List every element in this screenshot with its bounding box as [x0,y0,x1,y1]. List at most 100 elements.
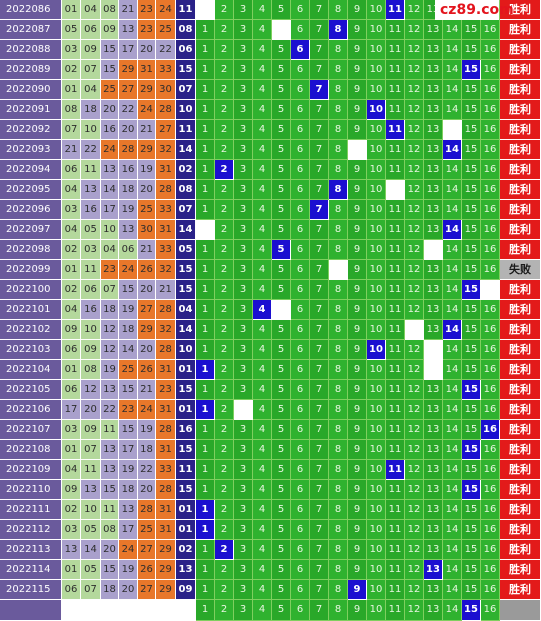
red-ball-number: 08 [101,0,119,20]
red-ball-number: 19 [101,360,119,380]
trend-cell: 1 [196,540,215,560]
trend-cell: 11 [386,580,405,600]
trend-cell: 10 [367,360,386,380]
red-ball-number: 10 [81,120,101,140]
trend-cell: 12 [405,580,424,600]
blue-ball-number: 09 [176,580,196,600]
trend-cell: 9 [348,20,367,40]
red-ball-number: 12 [81,380,101,400]
trend-cell: 12 [405,40,424,60]
red-ball-number: 27 [138,580,156,600]
trend-cell: 15 [462,240,481,260]
red-ball-number: 29 [138,140,156,160]
trend-cell: 9 [348,340,367,360]
trend-cell: 2 [215,220,234,240]
trend-cell: 10 [367,60,386,80]
red-ball-number: 28 [119,140,138,160]
red-ball-number: 29 [138,80,156,100]
trend-cell: 3 [234,0,253,20]
trend-cell: 11 [386,300,405,320]
trend-cell: 13 [424,460,443,480]
trend-cell: 7 [310,360,329,380]
trend-cell: 2 [215,260,234,280]
trend-cell: 9 [348,420,367,440]
site-logo[interactable]: cz89.com [435,0,514,20]
trend-cell: 9 [348,440,367,460]
result-badge: 失败 [500,260,541,280]
trend-hit-cell: 14 [443,220,462,240]
trend-cell: 8 [329,500,348,520]
trend-cell: 10 [367,300,386,320]
trend-cell: 12 [405,460,424,480]
blue-ball-number: 15 [176,380,196,400]
trend-cell: 11 [386,220,405,240]
trend-cell: 12 [405,340,424,360]
trend-cell: 12 [405,100,424,120]
trend-cell: 3 [234,180,253,200]
trend-cell: 15 [462,20,481,40]
trend-cell: 4 [253,120,272,140]
trend-cell: 14 [443,300,462,320]
trend-cell: 11 [386,400,405,420]
trend-cell: 3 [234,200,253,220]
footer-trend-cell: 5 [272,600,291,621]
trend-cell: 12 [405,420,424,440]
trend-empty-cell: 5 [272,20,291,40]
red-ball-number: 15 [101,480,119,500]
red-ball-number: 23 [138,20,156,40]
red-ball-number: 01 [62,260,81,280]
trend-cell: 8 [329,420,348,440]
trend-hit-cell: 15 [462,60,481,80]
trend-cell: 7 [310,460,329,480]
trend-cell: 13 [424,320,443,340]
red-ball-number: 32 [156,140,176,160]
trend-cell: 5 [272,40,291,60]
red-ball-number: 26 [138,260,156,280]
result-badge: 胜利 [500,60,541,80]
result-badge: 胜利 [500,180,541,200]
trend-hit-cell: 11 [386,0,405,20]
trend-cell: 6 [291,200,310,220]
trend-cell: 15 [462,200,481,220]
period-cell: 2022087 [0,20,62,40]
red-ball-number: 30 [156,80,176,100]
trend-cell: 1 [196,440,215,460]
trend-cell: 15 [462,360,481,380]
trend-cell: 4 [253,320,272,340]
trend-cell: 14 [443,400,462,420]
trend-cell: 5 [272,480,291,500]
trend-cell: 3 [234,100,253,120]
trend-cell: 3 [234,440,253,460]
footer-trend-cell: 12 [405,600,424,621]
period-cell: 2022105 [0,380,62,400]
trend-cell: 9 [348,560,367,580]
footer-trend-cell: 2 [215,600,234,621]
trend-cell: 1 [196,100,215,120]
period-cell: 2022093 [0,140,62,160]
blue-ball-number: 16 [176,420,196,440]
trend-cell: 2 [215,400,234,420]
trend-cell: 8 [329,80,348,100]
red-ball-number: 13 [101,380,119,400]
result-badge: 胜利 [500,120,541,140]
trend-cell: 15 [462,320,481,340]
trend-hit-cell: 7 [310,200,329,220]
trend-hit-cell: 14 [443,320,462,340]
blue-ball-number: 11 [176,460,196,480]
period-cell: 2022097 [0,220,62,240]
trend-cell: 12 [405,140,424,160]
red-ball-number: 20 [101,540,119,560]
red-ball-number: 21 [119,0,138,20]
red-ball-number: 25 [119,360,138,380]
red-ball-number: 20 [138,280,156,300]
trend-cell: 11 [386,260,405,280]
blue-ball-number: 04 [176,300,196,320]
blue-ball-number: 08 [176,180,196,200]
period-cell: 2022099 [0,260,62,280]
trend-cell: 16 [481,60,500,80]
trend-cell: 7 [310,420,329,440]
trend-empty-cell: 12 [405,320,424,340]
red-ball-number: 21 [138,380,156,400]
trend-cell: 11 [386,420,405,440]
red-ball-number: 17 [119,520,138,540]
